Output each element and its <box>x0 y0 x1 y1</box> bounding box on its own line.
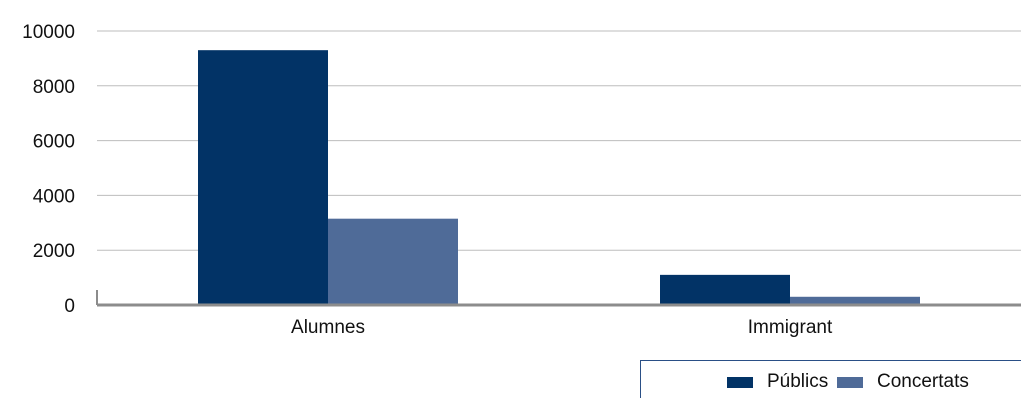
legend-swatch-concertats <box>837 376 863 388</box>
legend-item-publics: Públics <box>727 371 828 393</box>
bar-pblics-immigrant <box>660 274 790 305</box>
bar-concertats-alumnes <box>328 218 458 305</box>
y-tick-label: 6000 <box>33 132 75 153</box>
bar-concertats-immigrant <box>790 296 920 305</box>
y-tick-label: 4000 <box>33 186 75 207</box>
y-tick-label: 10000 <box>22 22 75 43</box>
x-category-label: Immigrant <box>748 317 833 338</box>
y-tick-label: 0 <box>64 296 75 317</box>
legend-swatch-publics <box>727 376 753 388</box>
bar-pblics-alumnes <box>198 50 328 306</box>
legend: Públics Concertats <box>640 360 1021 398</box>
bars <box>198 50 920 306</box>
x-axis-categories: Alumnes Immigrant <box>291 317 833 338</box>
y-axis-ticks: 0 2000 4000 6000 8000 10000 <box>22 22 75 317</box>
legend-label-publics: Públics <box>767 371 829 392</box>
legend-item-concertats: Concertats <box>837 371 969 393</box>
x-category-label: Alumnes <box>291 317 365 338</box>
y-tick-label: 2000 <box>33 241 75 262</box>
y-tick-label: 8000 <box>33 77 75 98</box>
legend-label-concertats: Concertats <box>877 371 969 392</box>
